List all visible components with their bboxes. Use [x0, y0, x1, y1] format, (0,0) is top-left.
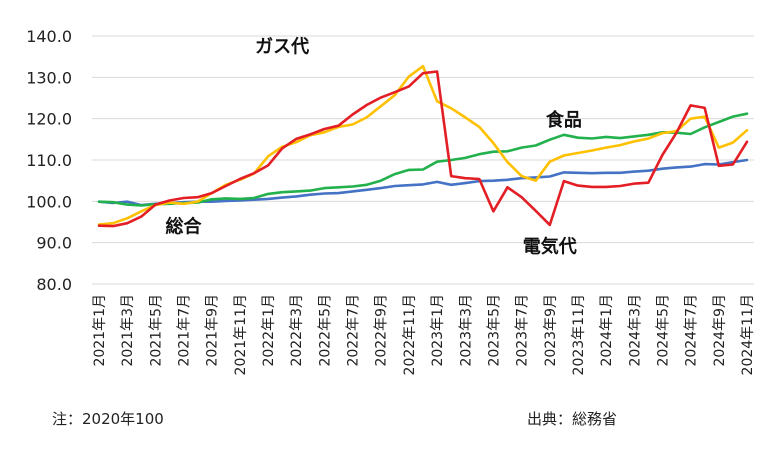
x-tick-label: 2024年11月: [740, 294, 756, 375]
x-tick-label: 2024年3月: [627, 294, 643, 367]
x-tick-label: 2023年3月: [458, 294, 474, 367]
series-annotation: 総合: [166, 215, 203, 237]
series-annotation: 食品: [545, 109, 582, 131]
x-tick-label: 2024年1月: [599, 294, 615, 367]
x-tick-label: 2024年7月: [684, 294, 700, 367]
x-tick-label: 2023年9月: [543, 294, 559, 367]
x-tick-label: 2021年1月: [92, 294, 108, 367]
x-tick-label: 2023年7月: [515, 294, 531, 367]
y-tick-label: 100.0: [26, 192, 72, 211]
x-tick-label: 2023年5月: [486, 294, 502, 367]
x-tick-label: 2021年3月: [120, 294, 136, 367]
series-annotation: 電気代: [523, 236, 577, 258]
series-line: [97, 70, 749, 228]
note-base-year: 注：2020年100: [52, 410, 164, 428]
x-tick-label: 2022年9月: [374, 294, 390, 367]
y-tick-label: 110.0: [26, 151, 72, 170]
y-tick-label: 120.0: [26, 110, 72, 129]
x-tick-label: 2021年11月: [233, 294, 249, 375]
series-line: [97, 64, 749, 226]
y-tick-label: 130.0: [26, 68, 72, 87]
x-tick-label: 2024年5月: [655, 294, 671, 367]
x-tick-label: 2022年1月: [261, 294, 277, 367]
x-tick-label: 2021年9月: [205, 294, 221, 367]
x-tick-label: 2022年5月: [317, 294, 333, 367]
x-tick-label: 2021年5月: [148, 294, 164, 367]
y-tick-label: 140.0: [26, 27, 72, 46]
x-tick-label: 2023年11月: [571, 294, 587, 375]
x-tick-label: 2021年7月: [177, 294, 193, 367]
x-tick-label: 2022年3月: [289, 294, 305, 367]
y-tick-label: 90.0: [36, 234, 72, 253]
x-tick-label: 2023年1月: [430, 294, 446, 367]
series-line: [97, 112, 749, 207]
x-tick-label: 2022年7月: [346, 294, 362, 367]
note-source: 出典：総務省: [527, 410, 618, 428]
series-annotation: ガス代: [255, 37, 309, 58]
x-tick-label: 2024年9月: [712, 294, 728, 367]
y-tick-label: 80.0: [36, 275, 72, 294]
x-tick-label: 2022年11月: [402, 294, 418, 375]
